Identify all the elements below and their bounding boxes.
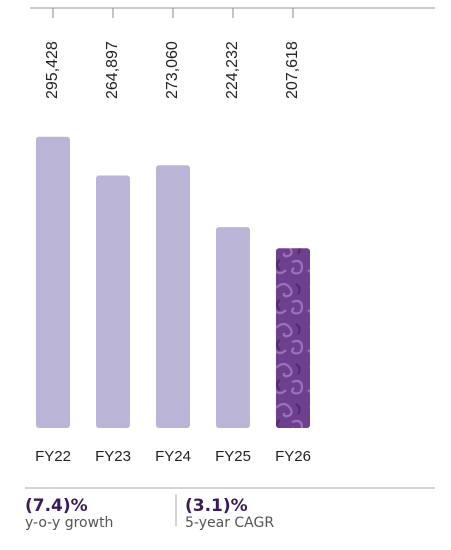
bar [96, 175, 130, 428]
value-label: 295,428 [44, 41, 61, 99]
x-tick-label: FY24 [155, 448, 191, 465]
value-label: 273,060 [164, 41, 181, 99]
stat-label: 5-year CAGR [185, 515, 274, 531]
x-tick-label: FY23 [95, 448, 131, 465]
x-tick-label: FY22 [35, 448, 71, 465]
bar [216, 227, 250, 428]
bar [276, 248, 310, 428]
bar [36, 136, 70, 428]
value-label: 264,897 [104, 41, 121, 99]
value-label: 224,232 [224, 41, 241, 99]
stat-value: (7.4)% [25, 496, 88, 516]
value-label: 207,618 [284, 41, 301, 99]
stat-label: y-o-y growth [25, 515, 113, 531]
x-tick-label: FY26 [275, 448, 311, 465]
bar [156, 165, 190, 429]
stat-value: (3.1)% [185, 496, 248, 516]
x-tick-label: FY25 [215, 448, 251, 465]
